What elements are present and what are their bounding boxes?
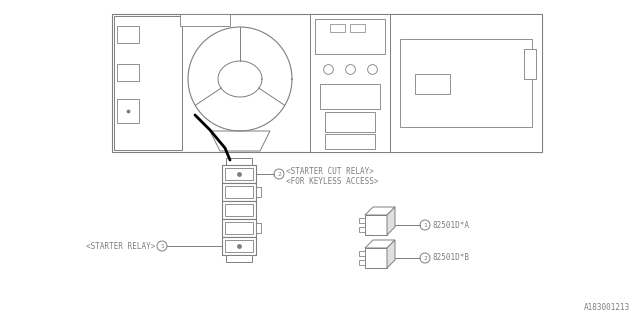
Bar: [365, 248, 387, 268]
Bar: [114, 16, 182, 150]
Text: 2: 2: [277, 172, 281, 177]
Bar: [117, 99, 139, 123]
Text: 2: 2: [423, 255, 427, 260]
Text: <STARTER CUT RELAY>: <STARTER CUT RELAY>: [286, 166, 374, 175]
Polygon shape: [387, 207, 395, 235]
Bar: [359, 227, 365, 232]
Bar: [225, 240, 253, 252]
Bar: [222, 165, 256, 183]
Polygon shape: [365, 207, 395, 215]
Text: 82501D*B: 82501D*B: [432, 253, 469, 262]
Bar: [365, 215, 387, 235]
Bar: [180, 14, 230, 26]
Bar: [359, 251, 365, 256]
Bar: [350, 24, 365, 32]
Circle shape: [420, 220, 430, 230]
Bar: [400, 39, 532, 127]
Bar: [310, 14, 390, 152]
Polygon shape: [387, 240, 395, 268]
Bar: [222, 219, 256, 237]
Bar: [330, 24, 345, 32]
Circle shape: [420, 253, 430, 263]
Bar: [225, 204, 253, 216]
Bar: [390, 14, 542, 152]
Text: A183001213: A183001213: [584, 303, 630, 312]
Bar: [117, 64, 139, 81]
Bar: [415, 74, 450, 94]
Text: 82501D*A: 82501D*A: [432, 220, 469, 229]
Bar: [225, 168, 253, 180]
Polygon shape: [365, 240, 395, 248]
Bar: [320, 84, 380, 109]
Polygon shape: [210, 131, 270, 151]
Bar: [117, 26, 139, 43]
Bar: [225, 186, 253, 198]
Bar: [359, 260, 365, 265]
Bar: [524, 49, 536, 79]
Bar: [222, 183, 256, 201]
Bar: [325, 134, 375, 149]
Circle shape: [157, 241, 167, 251]
Bar: [256, 223, 261, 233]
Bar: [226, 255, 252, 262]
Bar: [222, 237, 256, 255]
Circle shape: [274, 169, 284, 179]
Text: 1: 1: [160, 244, 164, 249]
Bar: [222, 201, 256, 219]
Text: <STARTER RELAY>: <STARTER RELAY>: [86, 242, 155, 251]
Bar: [112, 14, 542, 152]
Text: <FOR KEYLESS ACCESS>: <FOR KEYLESS ACCESS>: [286, 177, 378, 186]
Bar: [225, 222, 253, 234]
Bar: [325, 112, 375, 132]
Text: 1: 1: [423, 222, 427, 228]
Bar: [226, 158, 252, 165]
Bar: [315, 19, 385, 54]
Bar: [359, 218, 365, 223]
Bar: [256, 187, 261, 197]
